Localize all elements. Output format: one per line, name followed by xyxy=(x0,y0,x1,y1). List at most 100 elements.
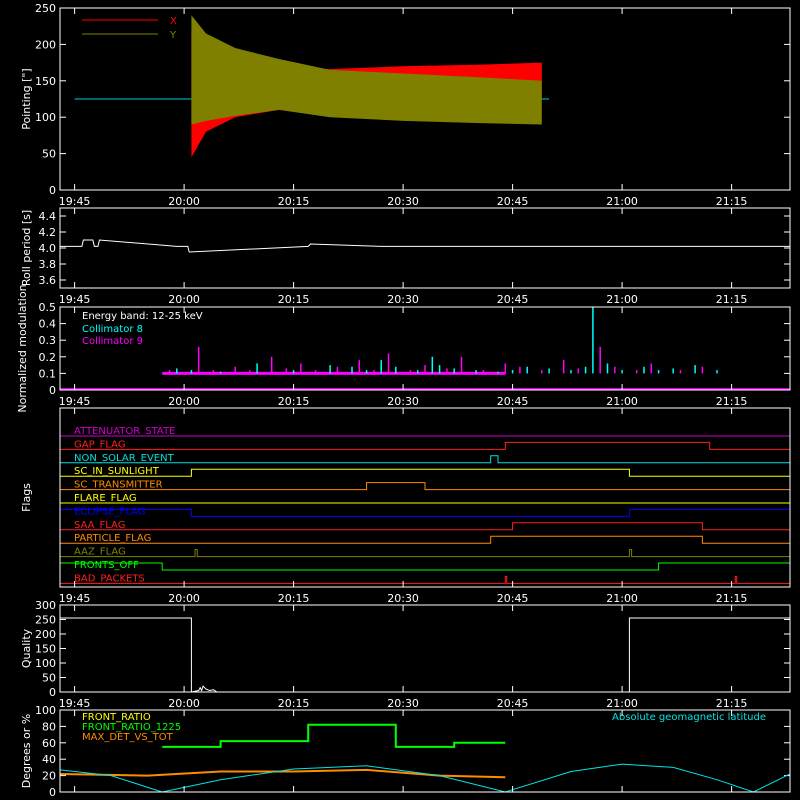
y-axis-label: Roll period [s] xyxy=(20,210,33,286)
flag-label: ECLIPSE_FLAG xyxy=(74,506,145,517)
legend-label: Collimator 8 xyxy=(82,324,143,335)
y-axis-label: Quality xyxy=(20,628,33,668)
y-tick-label: 200 xyxy=(35,628,56,641)
geomag-label: Absolute geomagnetic latitude xyxy=(612,712,766,723)
y-tick-label: 0.5 xyxy=(39,301,57,314)
y-tick-label: 250 xyxy=(35,614,56,627)
y-tick-label: 0 xyxy=(49,686,56,699)
flag-line xyxy=(60,455,790,464)
energy-band-label: Energy band: 12-25 keV xyxy=(82,311,203,322)
x-tick-label: 21:00 xyxy=(606,395,638,408)
x-tick-label: 20:45 xyxy=(497,697,529,710)
flag-label: BAD_PACKETS xyxy=(74,573,145,584)
x-tick-label: 20:00 xyxy=(168,395,200,408)
flag-label: SC_IN_SUNLIGHT xyxy=(74,466,160,477)
plot-frame xyxy=(59,207,791,289)
flag-label: AAZ_FLAG xyxy=(74,547,126,558)
x-tick-label: 20:30 xyxy=(387,697,419,710)
y-tick-label: 100 xyxy=(35,111,56,124)
legend-label: X xyxy=(170,16,177,27)
flag-line xyxy=(60,535,790,544)
x-tick-label: 21:15 xyxy=(716,395,748,408)
y-tick-label: 20 xyxy=(42,770,56,783)
y-tick-label: 100 xyxy=(35,657,56,670)
x-tick-label: 20:15 xyxy=(278,697,310,710)
legend-label: Y xyxy=(169,30,177,41)
x-tick-label: 21:15 xyxy=(716,195,748,208)
x-tick-label: 20:45 xyxy=(497,293,529,306)
panel-modulation: 0 0.1 0.2 0.3 0.4 0.5 Energy band: 12-25 keV Co… xyxy=(16,284,791,413)
x-tick-label: 20:00 xyxy=(168,592,200,605)
x-tick-label: 19:45 xyxy=(59,697,91,710)
flag-label: FRONTS_OFF xyxy=(74,560,139,571)
y-tick-label: 0.1 xyxy=(39,367,57,380)
flag-label: SAA_FLAG xyxy=(74,520,125,531)
x-tick-label: 21:15 xyxy=(716,293,748,306)
y-tick-label: 300 xyxy=(35,599,56,612)
flag-line xyxy=(60,482,790,491)
y-tick-label: 0 xyxy=(49,384,56,397)
x-tick-label: 20:45 xyxy=(497,195,529,208)
x-tick-label: 20:15 xyxy=(278,293,310,306)
x-tick-label: 19:45 xyxy=(59,293,91,306)
x-tick-label: 19:45 xyxy=(59,395,91,408)
x-tick-label: 21:00 xyxy=(606,195,638,208)
y-tick-label: 0.4 xyxy=(39,318,57,331)
plot-frame xyxy=(59,306,791,391)
plot-frame xyxy=(59,7,791,191)
y-tick-label: 60 xyxy=(42,737,56,750)
y-tick-label: 250 xyxy=(35,2,56,15)
panel-pointing: 0 50 100 150 200 250 XY 19:45 20:00 20:15 20:30 20:… xyxy=(20,2,791,208)
x-tick-label: 20:45 xyxy=(497,592,529,605)
pointing-band-y xyxy=(191,15,542,125)
flag-line xyxy=(60,441,790,450)
x-tick-label: 20:30 xyxy=(387,592,419,605)
x-tick-label: 21:15 xyxy=(716,592,748,605)
x-tick-label: 20:30 xyxy=(387,195,419,208)
x-tick-label: 21:00 xyxy=(606,293,638,306)
y-tick-label: 4.0 xyxy=(39,242,57,255)
x-tick-label: 21:00 xyxy=(606,592,638,605)
x-tick-label: 21:00 xyxy=(606,697,638,710)
y-tick-label: 4.4 xyxy=(39,210,57,223)
y-tick-label: 0.3 xyxy=(39,334,57,347)
legend-label: FRONT_RATIO xyxy=(82,712,151,723)
plot-frame xyxy=(59,604,791,693)
flag-line xyxy=(60,508,790,517)
flag-line xyxy=(60,549,790,558)
flag-line xyxy=(60,575,790,584)
x-tick-label: 20:15 xyxy=(278,395,310,408)
y-tick-label: 150 xyxy=(35,643,56,656)
flag-label: PARTICLE_FLAG xyxy=(74,533,151,544)
y-tick-label: 0 xyxy=(49,184,56,197)
y-axis-label: Normalized modulation xyxy=(16,284,29,412)
flag-line xyxy=(60,562,790,571)
y-axis-label: Pointing ["] xyxy=(20,68,33,129)
flag-label: NON_SOLAR_EVENT xyxy=(74,453,175,464)
y-tick-label: 0 xyxy=(49,786,56,799)
y-tick-label: 80 xyxy=(42,720,56,733)
y-axis-label: Flags xyxy=(20,483,33,512)
plot-frame xyxy=(59,709,791,793)
panel-ratios: 0 20 40 60 80 100 FRONT_RATIOFRONT_RATIO_1225M… xyxy=(20,704,791,799)
ratio-line xyxy=(162,723,506,748)
x-tick-label: 21:15 xyxy=(716,697,748,710)
y-tick-label: 3.8 xyxy=(39,258,57,271)
y-tick-label: 150 xyxy=(35,75,56,88)
x-tick-label: 20:15 xyxy=(278,195,310,208)
x-tick-label: 19:45 xyxy=(59,592,91,605)
flag-label: GAP_FLAG xyxy=(74,439,126,450)
flag-label: ATTENUATOR_STATE xyxy=(74,426,175,437)
x-tick-label: 20:15 xyxy=(278,592,310,605)
legend-label: FRONT_RATIO_1225 xyxy=(82,722,181,733)
y-axis-label: Degrees or % xyxy=(20,714,33,788)
x-tick-label: 19:45 xyxy=(59,195,91,208)
flag-line xyxy=(60,522,790,531)
x-tick-label: 20:45 xyxy=(497,395,529,408)
y-tick-label: 0.2 xyxy=(39,351,57,364)
panel-roll: 3.6 3.8 4.0 4.2 4.4 19:45 20:00 20:15 20:30 20:45… xyxy=(20,207,791,306)
y-tick-label: 50 xyxy=(42,148,56,161)
legend-label: MAX_DET_VS_TOT xyxy=(82,732,174,743)
